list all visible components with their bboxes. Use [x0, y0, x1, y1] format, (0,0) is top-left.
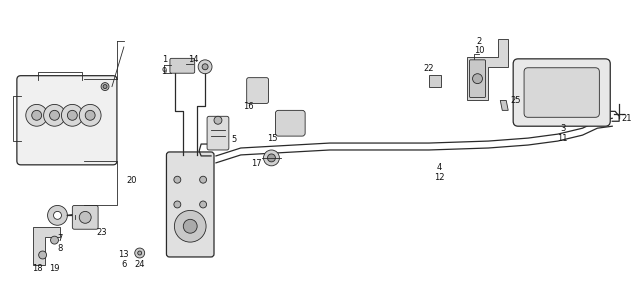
- FancyBboxPatch shape: [524, 68, 599, 117]
- Circle shape: [26, 104, 47, 126]
- FancyBboxPatch shape: [207, 116, 229, 150]
- Text: 3: 3: [560, 124, 565, 133]
- Circle shape: [174, 201, 181, 208]
- Polygon shape: [33, 227, 60, 265]
- Circle shape: [61, 104, 83, 126]
- FancyBboxPatch shape: [170, 58, 195, 73]
- Text: 21: 21: [622, 114, 632, 123]
- FancyBboxPatch shape: [470, 60, 485, 97]
- FancyBboxPatch shape: [275, 110, 305, 136]
- Circle shape: [85, 110, 95, 120]
- Circle shape: [268, 154, 275, 162]
- Text: 16: 16: [243, 102, 254, 111]
- Text: 2: 2: [477, 36, 482, 46]
- Circle shape: [264, 150, 280, 166]
- FancyBboxPatch shape: [513, 59, 611, 126]
- Circle shape: [202, 64, 208, 70]
- Circle shape: [49, 110, 60, 120]
- Text: 14: 14: [188, 55, 198, 64]
- Polygon shape: [500, 100, 508, 110]
- Circle shape: [472, 74, 483, 83]
- Circle shape: [174, 210, 206, 242]
- Circle shape: [79, 211, 91, 223]
- Circle shape: [101, 83, 109, 91]
- FancyBboxPatch shape: [246, 78, 269, 103]
- Circle shape: [103, 85, 107, 89]
- Text: 20: 20: [127, 176, 137, 185]
- Text: 22: 22: [424, 64, 434, 73]
- Text: 6: 6: [121, 260, 127, 269]
- Text: 10: 10: [474, 46, 484, 55]
- Circle shape: [214, 116, 222, 124]
- Circle shape: [200, 176, 207, 183]
- Circle shape: [51, 236, 58, 244]
- Circle shape: [174, 176, 181, 183]
- Text: 15: 15: [268, 133, 278, 143]
- Circle shape: [47, 205, 67, 225]
- Circle shape: [54, 211, 61, 219]
- Polygon shape: [467, 39, 508, 100]
- Text: 24: 24: [134, 260, 145, 269]
- Text: 1: 1: [162, 55, 167, 64]
- Text: 19: 19: [49, 264, 60, 273]
- Text: 12: 12: [434, 173, 444, 182]
- Circle shape: [67, 110, 77, 120]
- Text: 8: 8: [58, 244, 63, 252]
- Text: 23: 23: [97, 228, 108, 237]
- FancyBboxPatch shape: [17, 76, 117, 165]
- Circle shape: [135, 248, 145, 258]
- Text: 25: 25: [510, 96, 520, 105]
- Text: 13: 13: [118, 250, 129, 260]
- Text: 7: 7: [58, 234, 63, 243]
- Circle shape: [38, 251, 47, 259]
- Circle shape: [32, 110, 42, 120]
- Text: 5: 5: [231, 135, 236, 144]
- FancyBboxPatch shape: [72, 205, 98, 229]
- Text: 18: 18: [33, 264, 43, 273]
- Circle shape: [198, 60, 212, 74]
- Circle shape: [183, 219, 197, 233]
- Circle shape: [44, 104, 65, 126]
- Text: 11: 11: [557, 133, 568, 143]
- Circle shape: [79, 104, 101, 126]
- Text: 17: 17: [252, 159, 262, 168]
- Circle shape: [138, 251, 141, 255]
- Text: 4: 4: [436, 163, 442, 172]
- Text: 9: 9: [162, 67, 167, 76]
- Circle shape: [200, 201, 207, 208]
- FancyBboxPatch shape: [166, 152, 214, 257]
- FancyBboxPatch shape: [429, 75, 441, 87]
